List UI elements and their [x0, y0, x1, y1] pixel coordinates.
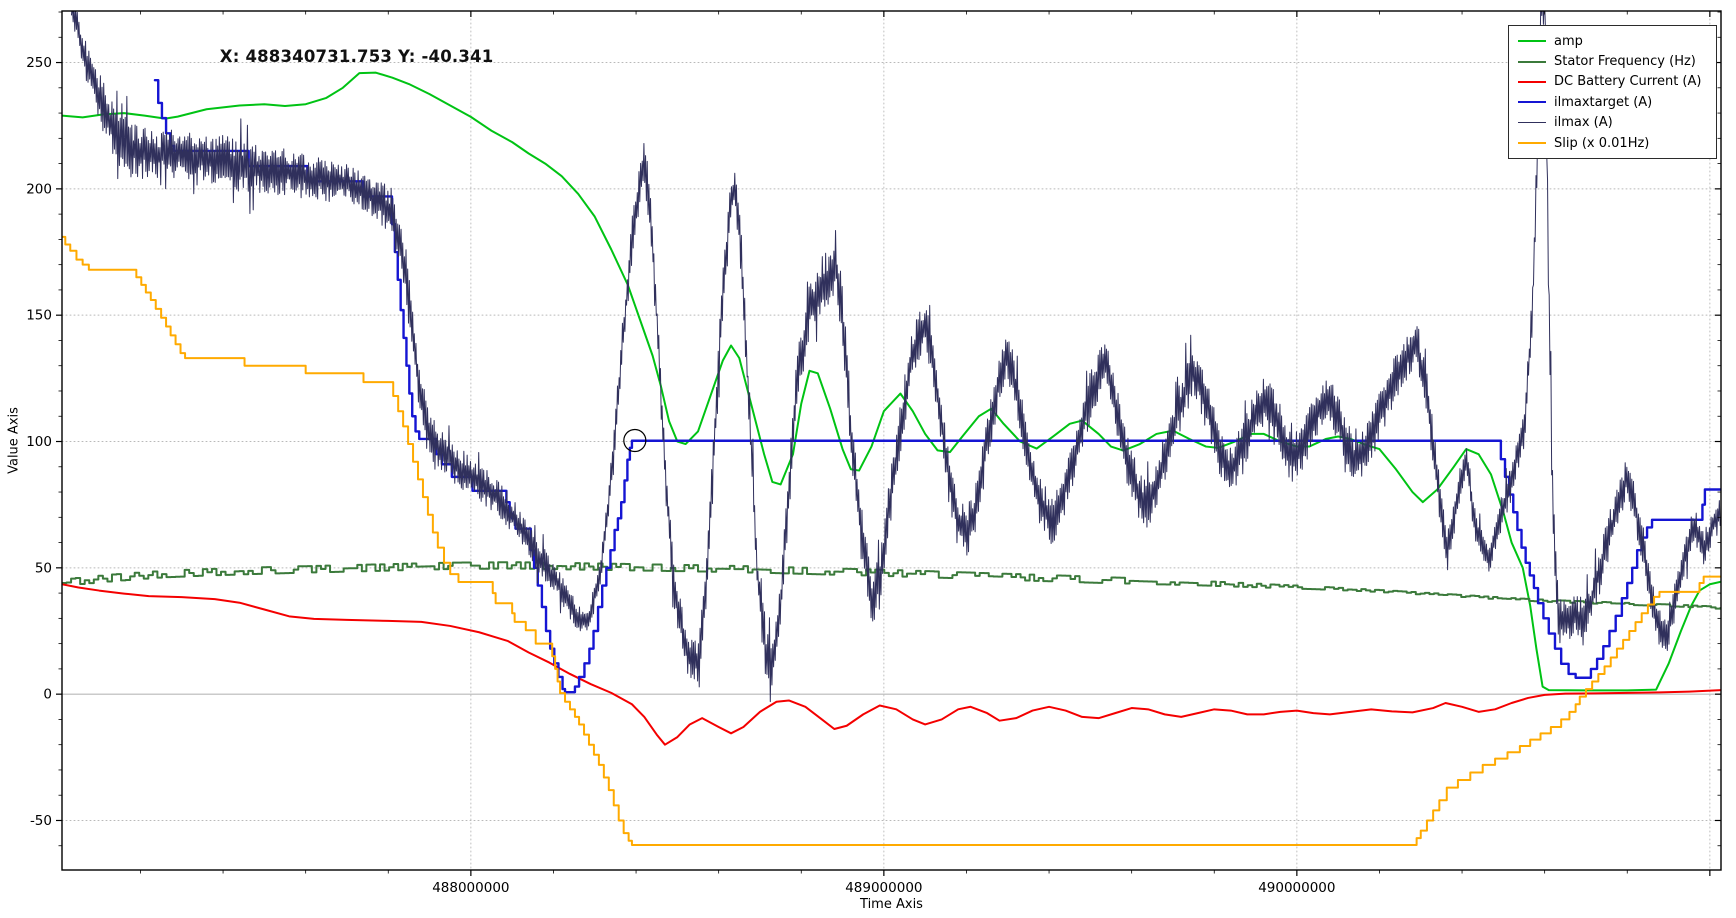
gridlines — [61, 10, 1722, 871]
selected-point-marker[interactable] — [623, 428, 647, 453]
legend-item-label: DC Battery Current (A) — [1554, 74, 1702, 90]
x-axis-title: Time Axis — [860, 897, 923, 912]
series-line-stator-frequency-hz — [62, 561, 1721, 610]
legend-item-label: ilmax (A) — [1554, 115, 1613, 131]
legend[interactable]: amp Stator Frequency (Hz) DC Battery Curre… — [1508, 25, 1717, 160]
legend-line-swatch — [1518, 101, 1546, 104]
legend-item-label: Stator Frequency (Hz) — [1554, 54, 1696, 70]
x-tick-label: 489000000 — [845, 880, 922, 896]
axis-tick-labels: 488000000 489000000 490000000 -50 0 50 100 150 2… — [26, 55, 1335, 896]
series-line-ilmax-a — [71, 11, 1721, 703]
legend-line-swatch — [1518, 40, 1546, 43]
y-axis-title: Value Axis — [6, 407, 22, 474]
legend-item-label: ilmaxtarget (A) — [1554, 94, 1653, 110]
legend-line-swatch — [1518, 60, 1546, 63]
legend-item-ilmaxtarget-a[interactable]: ilmaxtarget (A) — [1518, 92, 1708, 112]
legend-item-label: amp — [1554, 33, 1583, 49]
x-tick-label: 490000000 — [1258, 880, 1335, 896]
legend-line-swatch — [1518, 80, 1546, 83]
legend-item-dc-battery-current-a[interactable]: DC Battery Current (A) — [1518, 72, 1708, 92]
legend-item-ilmax-a[interactable]: ilmax (A) — [1518, 113, 1708, 133]
y-tick-label: -50 — [30, 813, 52, 829]
x-tick-label: 488000000 — [432, 880, 509, 896]
cursor-readout-text: X: 488340731.753 Y: -40.341 — [219, 47, 494, 66]
y-tick-label: 100 — [26, 434, 52, 450]
series-line-amp — [62, 71, 1721, 692]
axis-ticks — [56, 11, 1721, 876]
legend-line-swatch — [1518, 142, 1546, 145]
series-line-ilmaxtarget-a — [153, 79, 1721, 694]
y-tick-label: 250 — [26, 55, 52, 71]
legend-item-label: Slip (x 0.01Hz) — [1554, 135, 1650, 151]
data-series — [62, 11, 1721, 846]
legend-item-stator-frequency-hz[interactable]: Stator Frequency (Hz) — [1518, 51, 1708, 71]
y-tick-label: 0 — [43, 687, 52, 703]
y-tick-label: 150 — [26, 308, 52, 324]
selected-point-circle — [623, 428, 647, 453]
plot-border — [61, 10, 1722, 871]
y-tick-label: 200 — [26, 181, 52, 197]
legend-item-slip-x-0-01hz[interactable]: Slip (x 0.01Hz) — [1518, 133, 1708, 153]
legend-line-swatch — [1518, 122, 1546, 124]
series-line-dc-battery-current-a — [62, 583, 1721, 746]
y-tick-label: 50 — [35, 560, 52, 576]
cursor-position-readout: X: 488340731.753 Y: -40.341 — [196, 28, 493, 85]
series-line-slip-x-0-01hz — [62, 235, 1721, 846]
legend-item-amp[interactable]: amp — [1518, 31, 1708, 51]
